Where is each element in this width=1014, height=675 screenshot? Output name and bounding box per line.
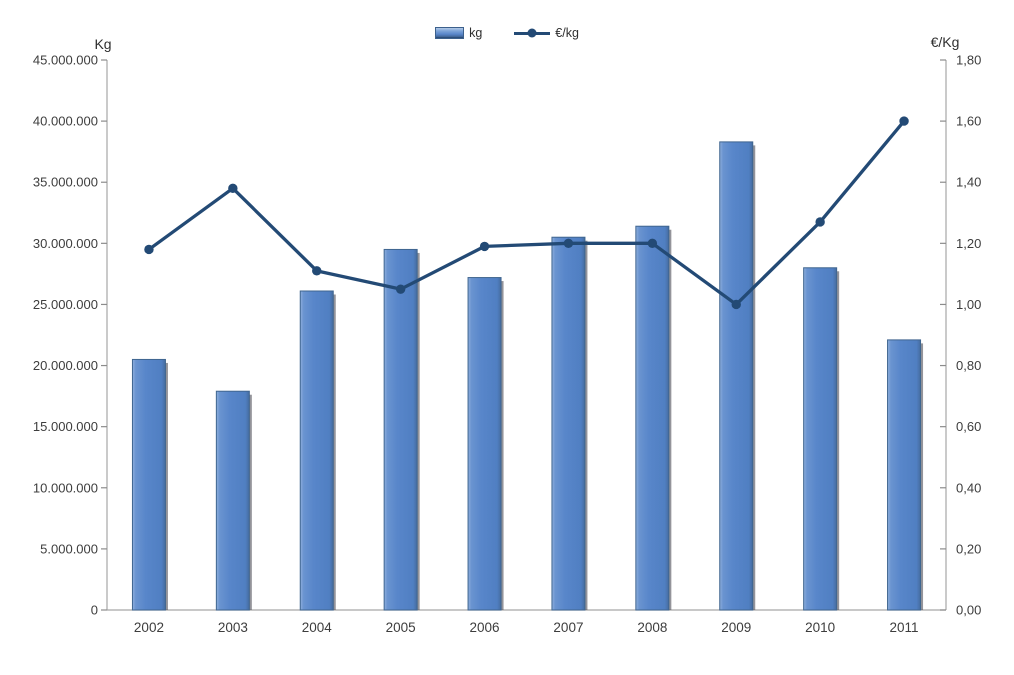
line-marker-icon — [527, 28, 537, 38]
line-series-swatch-icon — [514, 28, 551, 38]
bar-shadow — [836, 271, 840, 610]
bar-shadow — [584, 240, 588, 610]
bar-2011[interactable] — [887, 339, 922, 611]
line-point-2009[interactable] — [731, 299, 741, 310]
right-axis-tick-label: 1,60 — [956, 114, 981, 129]
bar-shadow — [752, 145, 756, 610]
left-axis-tick-label: 25.000.000 — [33, 297, 98, 312]
bar-series-swatch-icon — [435, 27, 465, 40]
left-axis-tick-label: 20.000.000 — [33, 358, 98, 373]
x-axis-label-2004: 2004 — [302, 620, 333, 635]
x-axis-label-2006: 2006 — [470, 620, 500, 635]
line-point-2006[interactable] — [479, 241, 490, 252]
left-axis-tick-label: 15.000.000 — [33, 419, 98, 434]
right-axis-tick-label: 1,00 — [956, 297, 981, 312]
right-axis-tick-label: 1,80 — [956, 53, 981, 68]
bar-shadow — [248, 394, 252, 610]
left-axis-tick-label: 5.000.000 — [40, 541, 98, 556]
left-axis-tick-label: 30.000.000 — [33, 236, 98, 251]
bar-2006[interactable] — [467, 277, 502, 611]
line-point-2008[interactable] — [647, 238, 658, 249]
bar-shadow — [416, 252, 420, 610]
left-axis-tick-label: 35.000.000 — [33, 175, 98, 190]
x-axis-label-2010: 2010 — [805, 620, 835, 635]
left-axis-tick-label: 45.000.000 — [33, 53, 98, 68]
chart-legend: kg €/kg — [0, 27, 1014, 40]
line-point-2007[interactable] — [563, 238, 574, 249]
bar-shadow — [668, 229, 672, 610]
bar-2007[interactable] — [551, 236, 586, 611]
right-axis-title: €/Kg — [930, 34, 960, 50]
bar-shadow — [164, 362, 168, 610]
x-axis-label-2002: 2002 — [134, 620, 164, 635]
left-axis-tick-label: 40.000.000 — [33, 114, 98, 129]
x-axis-label-2003: 2003 — [218, 620, 248, 635]
line-series — [147, 119, 906, 307]
left-axis-tick-label: 10.000.000 — [33, 480, 98, 495]
line-point-2003[interactable] — [228, 183, 238, 194]
line-point-2005[interactable] — [395, 284, 406, 294]
bar-2005[interactable] — [383, 248, 418, 611]
line-point-2002[interactable] — [144, 244, 154, 255]
bar-shadow — [500, 281, 504, 610]
line-point-2011[interactable] — [899, 116, 909, 126]
line-point-2010[interactable] — [815, 217, 825, 227]
right-axis-tick-label: 1,40 — [956, 175, 981, 190]
bar-2009[interactable] — [719, 141, 754, 611]
legend-item-eur-per-kg[interactable]: €/kg — [514, 27, 579, 40]
bar-shadow — [332, 294, 336, 610]
right-axis-tick-label: 0,00 — [956, 603, 981, 618]
bar-2002[interactable] — [131, 358, 166, 611]
bar-shadow — [920, 343, 924, 610]
bar-2003[interactable] — [215, 390, 250, 611]
x-axis-label-2008: 2008 — [637, 620, 667, 635]
right-axis-tick-label: 0,20 — [956, 541, 981, 556]
legend-label-eur-per-kg: €/kg — [555, 26, 579, 40]
right-axis-tick-label: 0,80 — [956, 358, 981, 373]
x-axis-label-2011: 2011 — [890, 620, 919, 635]
right-axis-tick-label: 0,40 — [956, 480, 981, 495]
legend-label-kg: kg — [469, 26, 483, 40]
legend-item-kg[interactable]: kg — [435, 27, 482, 40]
left-axis-title: Kg — [94, 36, 112, 52]
x-axis-label-2009: 2009 — [721, 620, 751, 635]
right-axis-tick-label: 1,20 — [956, 236, 981, 251]
bar-2004[interactable] — [299, 290, 334, 611]
bar-2010[interactable] — [803, 267, 838, 611]
left-axis-tick-label: 0 — [91, 603, 98, 618]
x-axis-label-2007: 2007 — [553, 620, 583, 635]
bar-2008[interactable] — [635, 225, 670, 611]
line-point-2004[interactable] — [312, 266, 322, 276]
right-axis-tick-label: 0,60 — [956, 419, 981, 434]
x-axis-label-2005: 2005 — [386, 620, 416, 635]
